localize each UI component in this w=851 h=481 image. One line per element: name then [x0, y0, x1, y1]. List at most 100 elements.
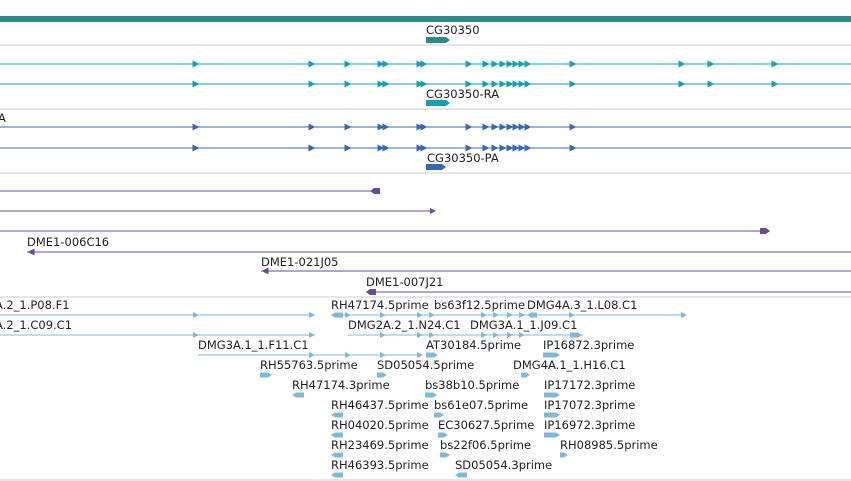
est-arrow[interactable]	[507, 312, 513, 318]
est-label[interactable]: IP17072.3prime	[544, 398, 635, 412]
exon-arrow[interactable]	[377, 80, 385, 88]
est-arrow[interactable]	[417, 312, 423, 318]
est-label[interactable]: EC30627.5prime	[438, 418, 534, 432]
est-arrow[interactable]	[193, 332, 199, 338]
exon-arrow[interactable]	[416, 60, 424, 68]
est-arrow[interactable]	[481, 332, 487, 338]
gene-block[interactable]	[426, 37, 450, 43]
exon-arrow[interactable]	[499, 60, 507, 68]
exon-arrow[interactable]	[771, 80, 779, 88]
est-arrow[interactable]	[345, 312, 351, 318]
est-block[interactable]	[544, 392, 560, 398]
est-block[interactable]	[331, 432, 343, 438]
est-block[interactable]	[426, 352, 438, 358]
clone-label[interactable]: DME1-007J21	[366, 275, 444, 289]
exon-arrow[interactable]	[420, 80, 428, 88]
est-arrow[interactable]	[193, 312, 199, 318]
exon-arrow[interactable]	[192, 80, 200, 88]
exon-arrow[interactable]	[192, 144, 200, 152]
est-label[interactable]: DMG2A.2_1.N24.C1	[348, 318, 461, 332]
est-label[interactable]: bs61e07.5prime	[434, 398, 528, 412]
est-block[interactable]	[331, 312, 343, 318]
est-block[interactable]	[527, 312, 537, 318]
est-arrow[interactable]	[417, 352, 423, 358]
est-label[interactable]: RH08985.5prime	[560, 438, 658, 452]
exon-arrow[interactable]	[420, 123, 428, 131]
est-arrow[interactable]	[417, 332, 423, 338]
exon-arrow[interactable]	[192, 123, 200, 131]
exon-arrow[interactable]	[518, 123, 526, 131]
exon-arrow[interactable]	[491, 80, 499, 88]
exon-arrow[interactable]	[506, 60, 514, 68]
est-block[interactable]	[438, 432, 448, 438]
exon-arrow[interactable]	[512, 123, 520, 131]
est-label[interactable]: RH04020.5prime	[331, 418, 429, 432]
exon-arrow[interactable]	[524, 80, 532, 88]
exon-arrow[interactable]	[506, 80, 514, 88]
clone-end[interactable]	[430, 208, 436, 214]
exon-arrow[interactable]	[512, 144, 520, 152]
exon-arrow[interactable]	[482, 80, 490, 88]
exon-arrow[interactable]	[382, 123, 390, 131]
transcript-label[interactable]: CG30350-RA	[426, 87, 499, 101]
exon-arrow[interactable]	[512, 80, 520, 88]
est-block[interactable]	[331, 412, 343, 418]
exon-arrow[interactable]	[499, 144, 507, 152]
est-label[interactable]: A.2_1.P08.F1	[0, 298, 70, 312]
exon-arrow[interactable]	[524, 123, 532, 131]
exon-arrow[interactable]	[192, 60, 200, 68]
protein-block[interactable]	[426, 164, 446, 170]
exon-arrow[interactable]	[678, 60, 686, 68]
exon-arrow[interactable]	[506, 123, 514, 131]
exon-arrow[interactable]	[377, 123, 385, 131]
exon-arrow[interactable]	[524, 60, 532, 68]
clone-end[interactable]	[370, 188, 380, 194]
exon-arrow[interactable]	[491, 144, 499, 152]
exon-arrow[interactable]	[482, 60, 490, 68]
est-block[interactable]	[331, 472, 343, 478]
est-label[interactable]: DMG3A.1_1.F11.C1	[198, 338, 309, 352]
est-block[interactable]	[425, 392, 437, 398]
exon-arrow[interactable]	[499, 80, 507, 88]
est-label[interactable]: A.2_1.C09.C1	[0, 318, 72, 332]
exon-arrow[interactable]	[382, 80, 390, 88]
exon-arrow[interactable]	[465, 144, 473, 152]
exon-arrow[interactable]	[308, 144, 316, 152]
est-arrow[interactable]	[493, 332, 499, 338]
est-label[interactable]: RH47174.3prime	[292, 378, 390, 392]
gene-bar[interactable]	[0, 16, 851, 22]
est-label[interactable]: DMG4A.1_1.H16.C1	[513, 358, 626, 372]
est-arrow[interactable]	[309, 312, 315, 318]
exon-arrow[interactable]	[308, 60, 316, 68]
exon-arrow[interactable]	[512, 60, 520, 68]
est-label[interactable]: IP16972.3prime	[544, 418, 635, 432]
exon-arrow[interactable]	[771, 60, 779, 68]
est-block[interactable]	[440, 452, 450, 458]
clone-label[interactable]: DME1-006C16	[27, 235, 109, 249]
exon-arrow[interactable]	[491, 123, 499, 131]
clone-end[interactable]	[261, 267, 269, 275]
est-block[interactable]	[434, 412, 444, 418]
est-label[interactable]: SD05054.5prime	[377, 358, 474, 372]
est-block[interactable]	[260, 372, 272, 378]
exon-arrow[interactable]	[420, 60, 428, 68]
exon-arrow[interactable]	[344, 144, 352, 152]
est-block[interactable]	[570, 332, 582, 338]
exon-arrow[interactable]	[308, 80, 316, 88]
est-arrow[interactable]	[309, 332, 315, 338]
clone-label[interactable]: DME1-021J05	[261, 255, 339, 269]
exon-arrow[interactable]	[506, 144, 514, 152]
exon-arrow[interactable]	[382, 144, 390, 152]
exon-arrow[interactable]	[382, 60, 390, 68]
est-arrow[interactable]	[345, 352, 351, 358]
est-label[interactable]: bs38b10.5prime	[425, 378, 519, 392]
est-arrow[interactable]	[429, 312, 435, 318]
exon-arrow[interactable]	[491, 60, 499, 68]
exon-arrow[interactable]	[416, 144, 424, 152]
exon-arrow[interactable]	[465, 123, 473, 131]
est-arrow[interactable]	[481, 312, 487, 318]
est-label[interactable]: RH47174.5prime	[331, 298, 429, 312]
est-label[interactable]: DMG3A.1_1.J09.C1	[470, 318, 577, 332]
exon-arrow[interactable]	[518, 80, 526, 88]
est-arrow[interactable]	[380, 312, 386, 318]
